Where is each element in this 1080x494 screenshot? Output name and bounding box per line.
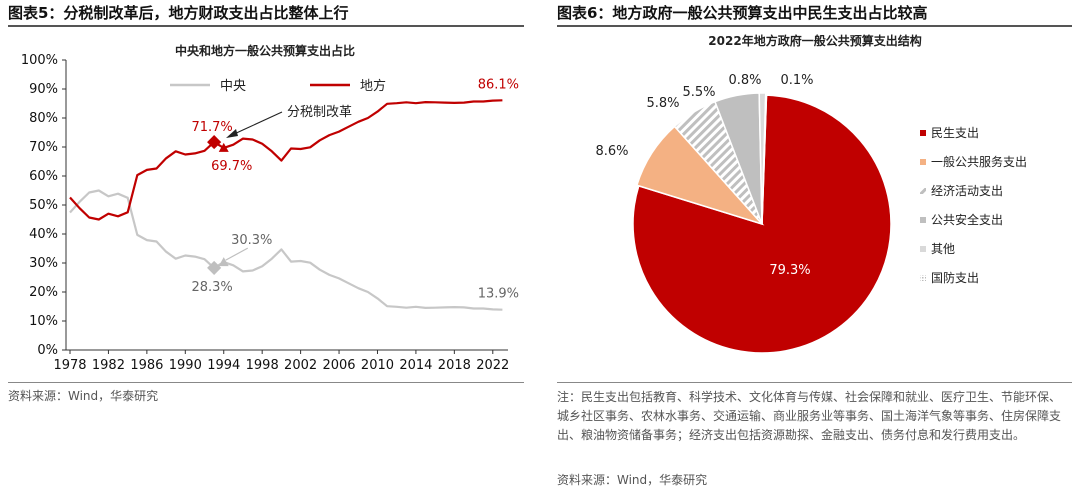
slice-defense	[761, 92, 768, 225]
y-tick-label: 90%	[29, 82, 58, 97]
legend-label: 一般公共服务支出	[931, 154, 1027, 169]
y-tick-label: 10%	[29, 314, 58, 329]
y-tick-label: 30%	[29, 256, 58, 271]
legend-label: 经济活动支出	[931, 183, 1003, 198]
pie-note: 注：民生支出包括教育、科学技术、文化体育与传媒、社会保障和就业、医疗卫生、节能环…	[557, 390, 1062, 442]
x-tick-label: 2002	[284, 358, 317, 373]
line-chart-title: 中央和地方一般公共预算支出占比	[175, 43, 355, 58]
legend-label: 民生支出	[931, 126, 979, 140]
series-line-central	[69, 189, 503, 311]
x-tick-label: 2010	[361, 358, 394, 373]
left-panel-title: 图表5：分税制改革后，地方财政支出占比整体上行	[8, 4, 349, 22]
pie-data-label: 5.5%	[682, 85, 715, 100]
marker-local-1993	[207, 134, 222, 150]
legend-label: 其他	[931, 242, 955, 256]
central-1994-leader	[225, 247, 249, 261]
legend-label: 中央	[220, 79, 246, 94]
annotation-reform: 分税制改革	[287, 105, 352, 120]
right-panel-title: 图表6：地方政府一般公共预算支出中民生支出占比较高	[557, 4, 928, 22]
right-bottom-rule	[557, 382, 1072, 383]
pie-data-label: 79.3%	[769, 263, 810, 278]
x-tick-label: 1982	[92, 358, 125, 373]
y-tick-label: 70%	[29, 140, 58, 155]
label-central-1994: 30.3%	[231, 233, 272, 248]
label-central-2023: 13.9%	[478, 287, 519, 302]
marker-central-1993	[207, 260, 222, 276]
left-title-rule	[8, 25, 524, 27]
pie-chart-title: 2022年地方政府一般公共预算支出结构	[708, 33, 921, 48]
legend-label: 地方	[360, 78, 386, 94]
x-tick-label: 2022	[476, 358, 509, 373]
pie-data-label: 0.8%	[728, 73, 761, 88]
legend-label: 公共安全支出	[931, 212, 1003, 227]
y-tick-label: 20%	[29, 285, 58, 300]
marker-central-1994	[218, 257, 229, 267]
x-tick-label: 2018	[438, 358, 471, 373]
label-local-1993: 71.7%	[191, 120, 232, 135]
y-tick-label: 100%	[21, 53, 58, 68]
right-source: 资料来源：Wind，华泰研究	[557, 473, 708, 487]
legend-swatch	[920, 159, 926, 165]
y-tick-label: 40%	[29, 227, 58, 242]
pie-data-label: 0.1%	[780, 73, 813, 88]
legend-label: 国防支出	[931, 270, 979, 285]
annotation-reform-arrow	[231, 111, 283, 136]
pie-chart: 2022年地方政府一般公共预算支出结构 79.3% 8.6% 5.8%5.5% 0.8…	[595, 33, 1027, 354]
pie-data-label: 8.6%	[595, 144, 628, 159]
series-line-local	[69, 99, 503, 221]
x-tick-label: 1990	[169, 358, 202, 373]
legend-swatch	[920, 188, 926, 194]
left-source: 资料来源：Wind，华泰研究	[8, 389, 159, 403]
y-tick-label: 60%	[29, 169, 58, 184]
x-tick-label: 1986	[130, 358, 163, 373]
left-bottom-rule	[8, 382, 524, 383]
label-local-2023: 86.1%	[478, 77, 519, 92]
marker-local-1994	[218, 142, 229, 152]
label-central-1993: 28.3%	[191, 280, 232, 295]
x-tick-label: 1978	[53, 358, 86, 373]
y-tick-label: 0%	[37, 343, 58, 358]
label-local-1994: 69.7%	[211, 159, 252, 174]
legend-swatch	[920, 130, 926, 136]
annotation-reform-arrowhead	[226, 129, 238, 138]
right-title-rule	[557, 25, 1072, 27]
legend-swatch	[920, 217, 926, 223]
line-chart: 中央和地方一般公共预算支出占比 0% 10% 20% 30% 40% 50% 60% 70% 8…	[21, 43, 519, 373]
y-tick-label: 80%	[29, 111, 58, 126]
legend-swatch	[920, 246, 926, 252]
x-tick-label: 2006	[322, 358, 355, 373]
y-tick-label: 50%	[29, 198, 58, 213]
legend-swatch	[920, 275, 926, 281]
x-tick-label: 2014	[399, 358, 432, 373]
x-tick-label: 1994	[207, 358, 240, 373]
x-tick-label: 1998	[246, 358, 279, 373]
pie-data-label: 5.8%	[646, 96, 679, 111]
